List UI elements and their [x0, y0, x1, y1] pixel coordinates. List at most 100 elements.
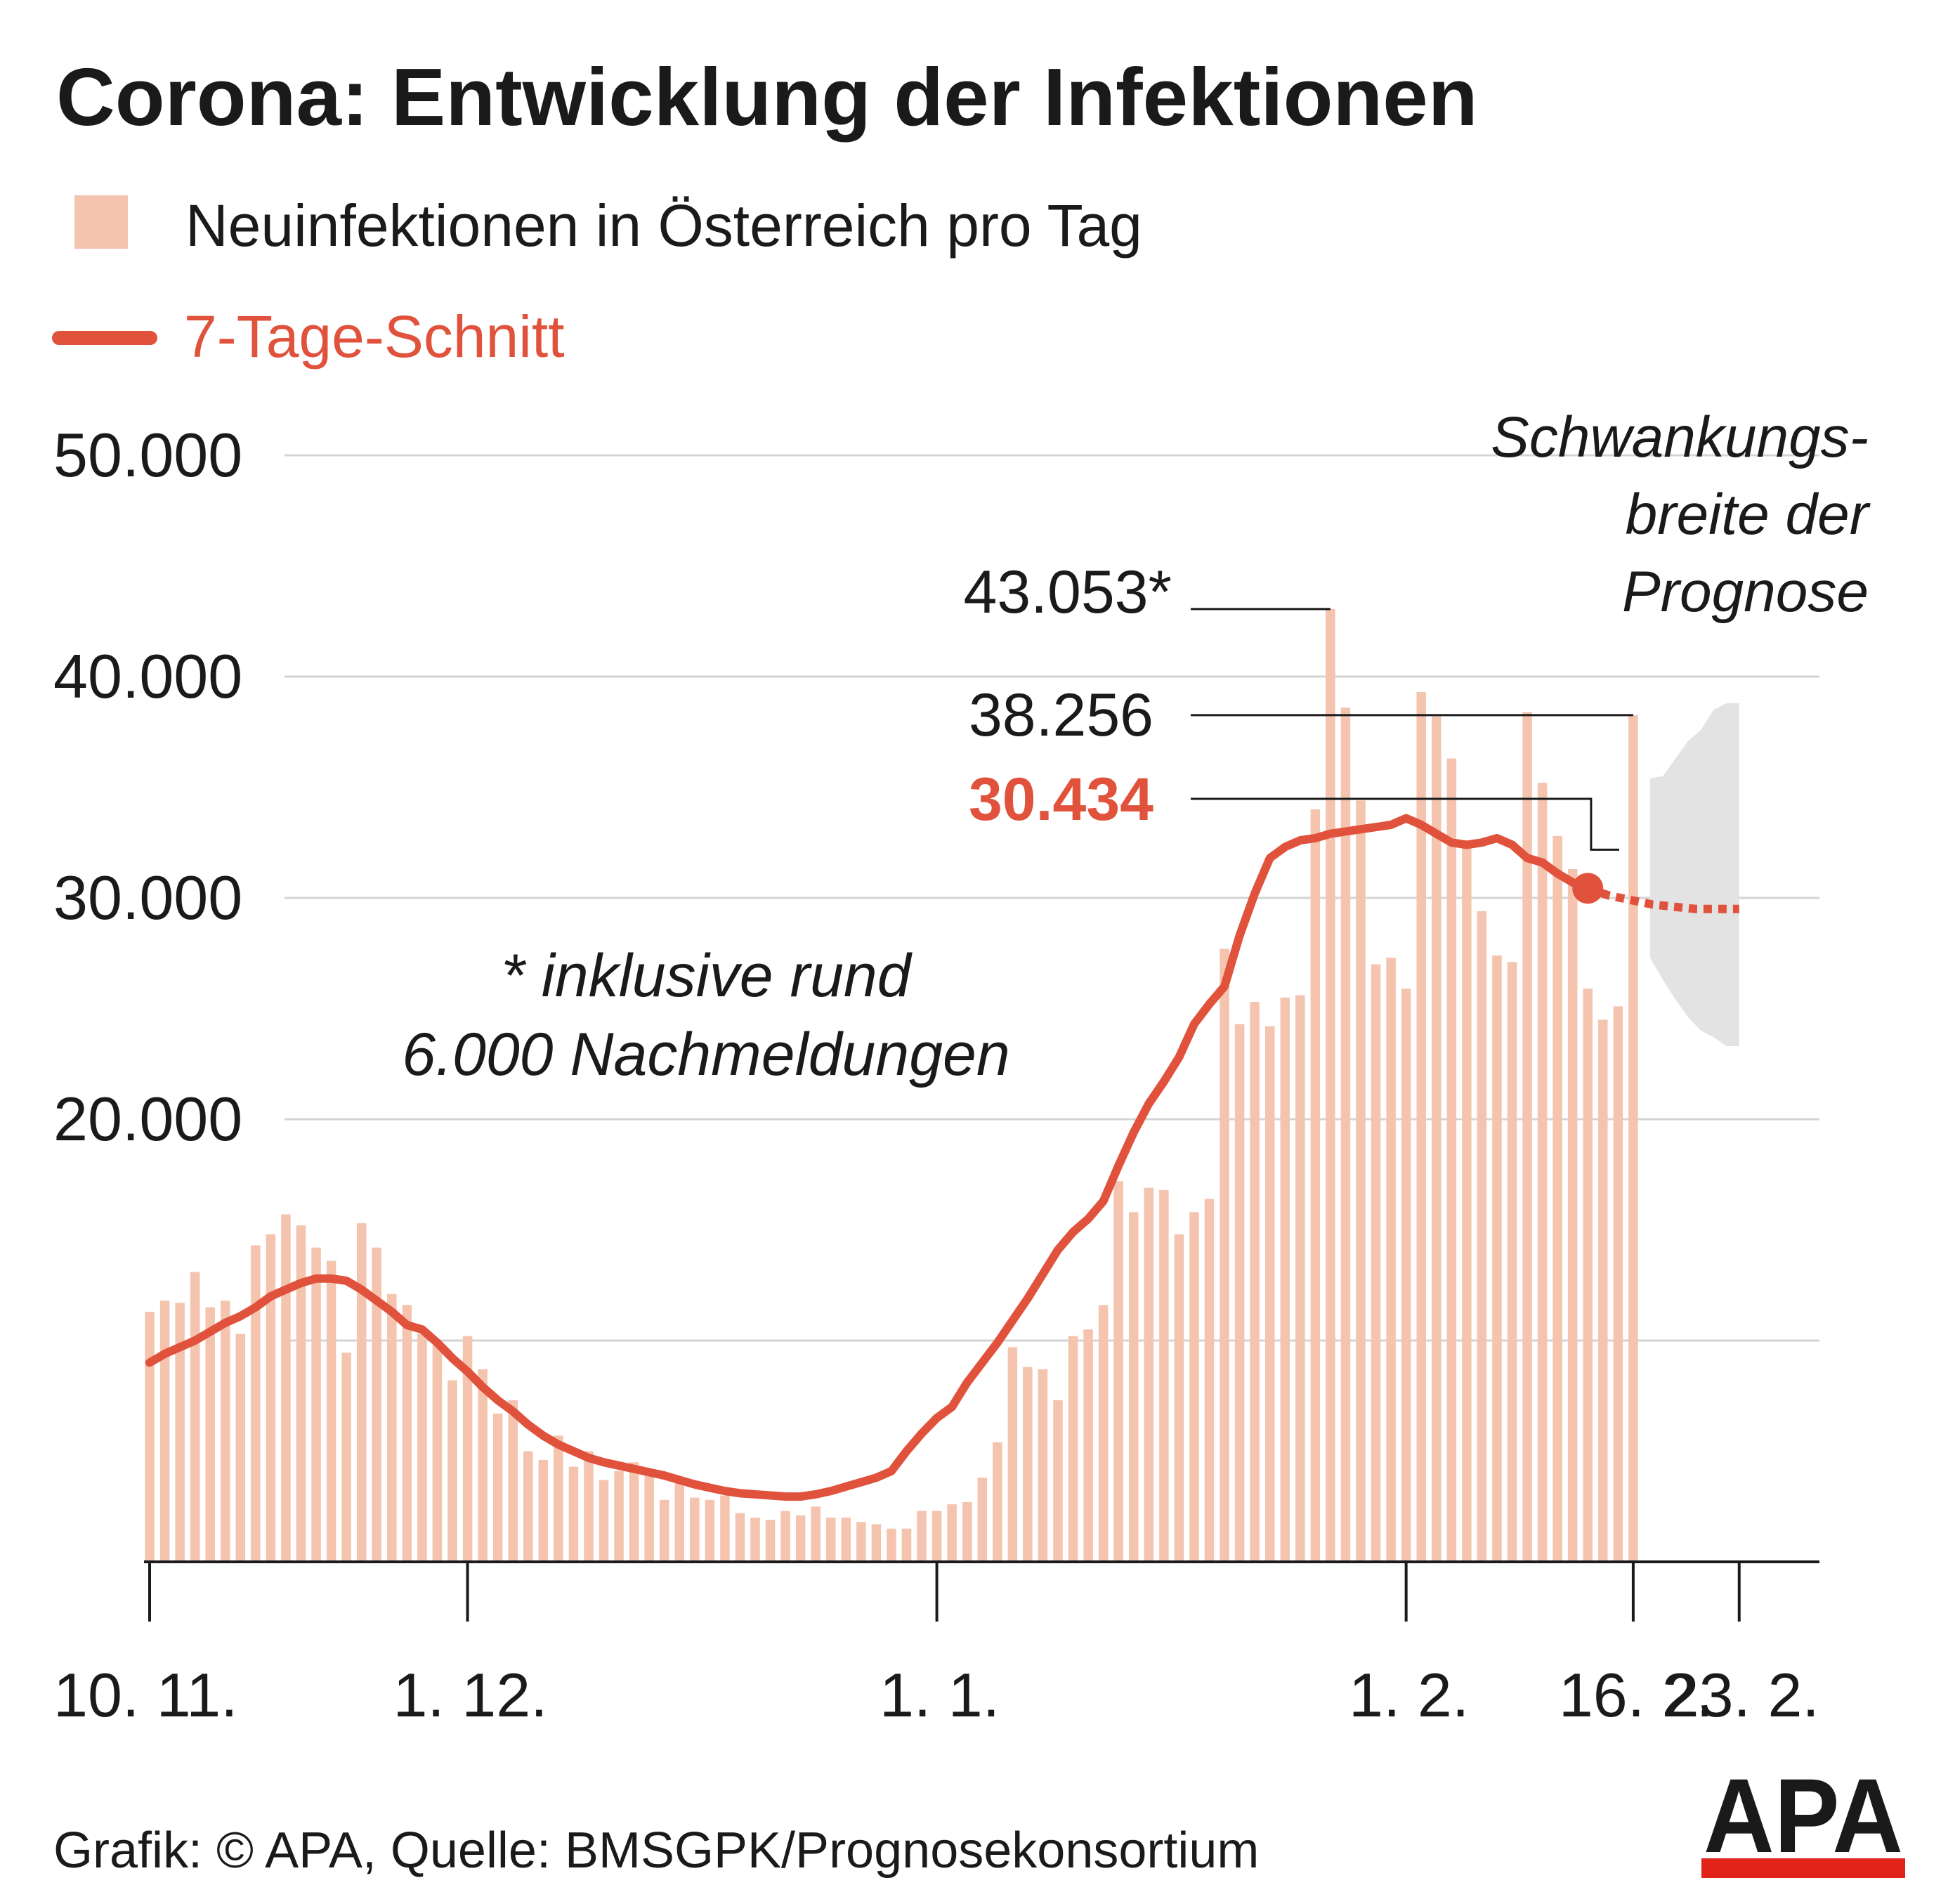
- last-average-leader-line: [1191, 797, 1619, 851]
- footnote-line-1: * inklusive rund: [501, 942, 913, 1010]
- daily-bar: [1310, 809, 1321, 1562]
- x-tick-label: 23. 2.: [1665, 1660, 1819, 1730]
- daily-bar: [1250, 1002, 1260, 1562]
- daily-bar: [614, 1471, 624, 1562]
- daily-bar: [387, 1293, 397, 1562]
- daily-bar: [1083, 1329, 1093, 1562]
- x-tick-label: 1. 12.: [393, 1660, 547, 1730]
- daily-bar: [993, 1442, 1002, 1562]
- daily-bar: [1552, 835, 1562, 1562]
- daily-bar: [705, 1499, 715, 1562]
- legend-line-label: 7-Tage-Schnitt: [184, 304, 565, 370]
- daily-bar: [735, 1513, 745, 1562]
- daily-bar: [1007, 1347, 1018, 1562]
- apa-logo: APA: [1701, 1756, 1905, 1878]
- daily-bar: [326, 1260, 336, 1562]
- daily-bar: [266, 1234, 276, 1562]
- daily-bar: [1144, 1187, 1154, 1562]
- daily-bar: [674, 1480, 684, 1562]
- daily-bar: [1628, 715, 1638, 1562]
- daily-bar: [447, 1380, 457, 1562]
- daily-bar: [931, 1511, 942, 1562]
- daily-bar: [1174, 1234, 1184, 1562]
- x-tick-label: 16. 2.: [1559, 1660, 1713, 1730]
- daily-bar: [811, 1506, 821, 1562]
- average-line-layer: [145, 814, 1739, 1501]
- daily-bar: [1023, 1367, 1033, 1562]
- y-tick-label: 40.000: [53, 641, 242, 711]
- daily-bar: [251, 1245, 261, 1562]
- daily-bar: [372, 1247, 381, 1562]
- daily-bar: [644, 1475, 654, 1562]
- daily-bar: [690, 1497, 700, 1562]
- forecast-label-line-1: Schwankungs-: [1491, 405, 1869, 469]
- daily-bar: [1386, 958, 1396, 1562]
- daily-bar: [720, 1495, 730, 1562]
- legend: Neuinfektionen in Österreich pro Tag 7-T…: [52, 193, 1142, 370]
- apa-logo-text: APA: [1704, 1756, 1903, 1874]
- daily-bar: [1264, 1026, 1275, 1562]
- daily-bar: [205, 1307, 215, 1562]
- daily-bar: [341, 1352, 351, 1562]
- daily-bar: [508, 1400, 518, 1562]
- daily-bar: [523, 1451, 533, 1562]
- forecast-line: [1586, 884, 1739, 913]
- source-credit: Grafik: © APA, Quelle: BMSGPK/Prognoseko…: [53, 1823, 1259, 1879]
- daily-bar: [568, 1466, 579, 1562]
- last-average-point: [1572, 873, 1604, 904]
- x-tick-label: 1. 2.: [1349, 1660, 1469, 1730]
- daily-bar: [356, 1223, 367, 1562]
- daily-bar: [1492, 955, 1502, 1562]
- daily-bar: [1129, 1212, 1139, 1562]
- y-tick-label: 20.000: [53, 1084, 242, 1154]
- daily-bar: [1598, 1019, 1608, 1562]
- daily-bar: [462, 1336, 473, 1562]
- daily-bar: [1220, 948, 1229, 1562]
- daily-bar: [221, 1300, 230, 1562]
- daily-bar: [1356, 800, 1366, 1562]
- daily-bar: [1159, 1189, 1169, 1562]
- daily-bar: [917, 1511, 927, 1562]
- daily-bar: [856, 1522, 866, 1562]
- daily-bar: [841, 1518, 851, 1562]
- daily-bar: [947, 1504, 957, 1562]
- legend-bar-swatch: [74, 195, 128, 249]
- daily-bar: [1522, 712, 1532, 1562]
- annotations: 43.053* 38.256 30.434 * inklusive rund 6…: [402, 405, 1871, 1088]
- daily-bar: [826, 1518, 836, 1562]
- gridlines: [285, 454, 1819, 1342]
- daily-bar: [584, 1451, 594, 1562]
- y-axis-labels: 50.000 40.000 30.000 20.000: [53, 420, 242, 1154]
- daily-bar: [1234, 1024, 1245, 1562]
- daily-bar: [1613, 1006, 1623, 1562]
- x-tick-label: 1. 1.: [880, 1660, 1000, 1730]
- daily-bar: [871, 1524, 882, 1562]
- daily-bar: [795, 1515, 806, 1562]
- forecast-band: [1649, 703, 1739, 1047]
- daily-bar: [235, 1334, 246, 1562]
- bars: [145, 608, 1638, 1563]
- daily-bar: [1416, 692, 1426, 1562]
- daily-bar: [1477, 911, 1487, 1562]
- footnote-line-2: 6.000 Nachmeldungen: [402, 1021, 1009, 1088]
- daily-bar: [1204, 1199, 1215, 1562]
- daily-bar: [492, 1413, 503, 1562]
- daily-bar: [1537, 783, 1548, 1562]
- average-line: [145, 814, 1593, 1501]
- daily-bar: [977, 1478, 987, 1562]
- daily-bar: [750, 1518, 760, 1562]
- forecast-label-line-3: Prognose: [1622, 560, 1869, 624]
- daily-bar: [478, 1369, 488, 1562]
- daily-bar: [901, 1528, 912, 1562]
- daily-bar: [554, 1435, 563, 1562]
- daily-bar: [296, 1225, 306, 1562]
- daily-bar: [538, 1460, 549, 1562]
- daily-bar: [629, 1462, 639, 1562]
- daily-bar: [599, 1480, 609, 1562]
- daily-bar: [402, 1305, 412, 1562]
- daily-bar: [1189, 1212, 1199, 1562]
- daily-bar: [887, 1528, 896, 1562]
- legend-bar-label: Neuinfektionen in Österreich pro Tag: [185, 193, 1142, 259]
- daily-bar: [1462, 845, 1472, 1562]
